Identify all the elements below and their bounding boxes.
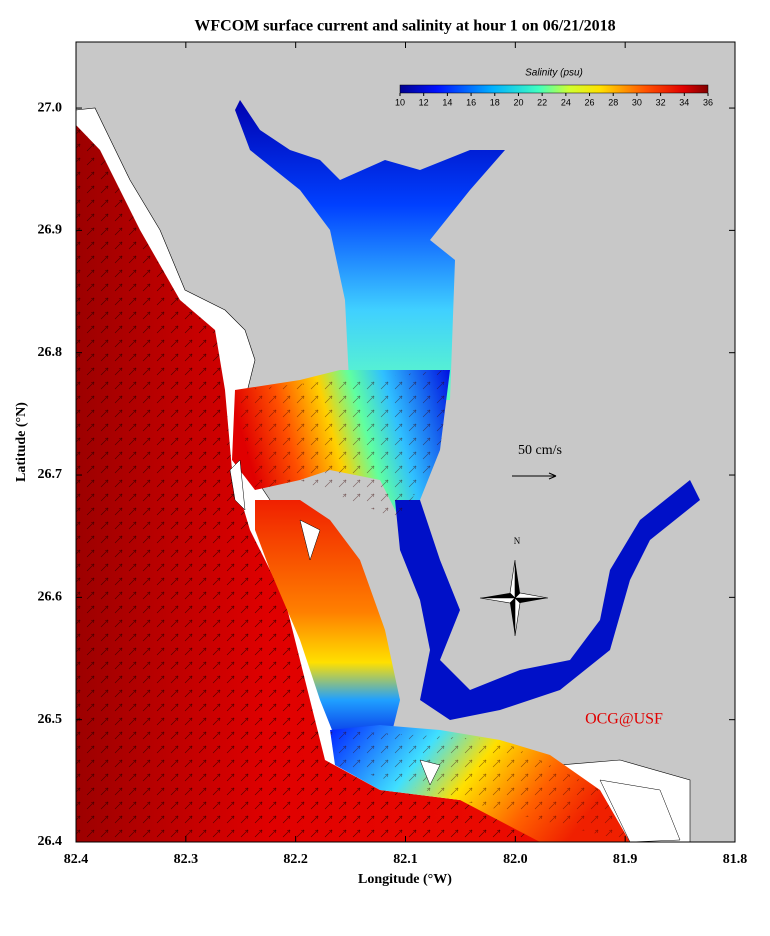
colorbar-tick-label: 36 bbox=[703, 97, 713, 107]
x-tick-label: 81.9 bbox=[613, 852, 638, 867]
colorbar-tick-label: 18 bbox=[490, 97, 500, 107]
colorbar-tick-label: 28 bbox=[608, 97, 618, 107]
gulf-arrows bbox=[76, 125, 630, 842]
x-tick-label: 81.8 bbox=[723, 852, 748, 867]
colorbar-tick-label: 16 bbox=[466, 97, 476, 107]
colorbar bbox=[399, 84, 709, 94]
colorbar-tick-label: 20 bbox=[513, 97, 523, 107]
y-tick-label: 26.5 bbox=[38, 712, 63, 727]
y-tick-label: 26.9 bbox=[38, 223, 63, 238]
x-tick-label: 82.1 bbox=[393, 852, 418, 867]
scale-label: 50 cm/s bbox=[518, 443, 562, 458]
y-axis-label: Latitude (°N) bbox=[14, 402, 29, 482]
y-tick-label: 26.6 bbox=[38, 590, 63, 605]
x-tick-label: 82.0 bbox=[503, 852, 528, 867]
x-axis-label: Longitude (°W) bbox=[358, 872, 452, 887]
x-tick-label: 82.2 bbox=[283, 852, 308, 867]
north-label: N bbox=[514, 536, 521, 546]
colorbar-tick-label: 12 bbox=[419, 97, 429, 107]
caloosahatchee-river bbox=[395, 480, 700, 720]
colorbar-tick-label: 34 bbox=[679, 97, 689, 107]
x-tick-label: 82.4 bbox=[64, 852, 89, 867]
colorbar-tick-label: 10 bbox=[395, 97, 405, 107]
y-tick-label: 26.4 bbox=[38, 834, 63, 849]
title: WFCOM surface current and salinity at ho… bbox=[194, 18, 615, 35]
pine-island-sound bbox=[255, 500, 400, 750]
colorbar-tick-label: 22 bbox=[537, 97, 547, 107]
outlet-arrows bbox=[235, 370, 630, 842]
colorbar-tick-label: 14 bbox=[442, 97, 452, 107]
colorbar-tick-label: 24 bbox=[561, 97, 571, 107]
colorbar-title: Salinity (psu) bbox=[525, 68, 583, 79]
colorbar-tick-label: 30 bbox=[632, 97, 642, 107]
north-compass bbox=[479, 559, 549, 637]
islands bbox=[229, 459, 681, 842]
scale-arrow-head bbox=[548, 472, 557, 480]
y-tick-label: 26.7 bbox=[38, 467, 63, 482]
y-tick-label: 26.8 bbox=[38, 345, 63, 360]
x-tick-label: 82.3 bbox=[174, 852, 199, 867]
credit: OCG@USF bbox=[585, 711, 663, 728]
colorbar-tick-label: 32 bbox=[656, 97, 666, 107]
y-tick-label: 27.0 bbox=[38, 100, 63, 115]
map-area bbox=[76, 42, 735, 842]
colorbar-tick-label: 26 bbox=[585, 97, 595, 107]
harbor-north bbox=[235, 100, 505, 400]
